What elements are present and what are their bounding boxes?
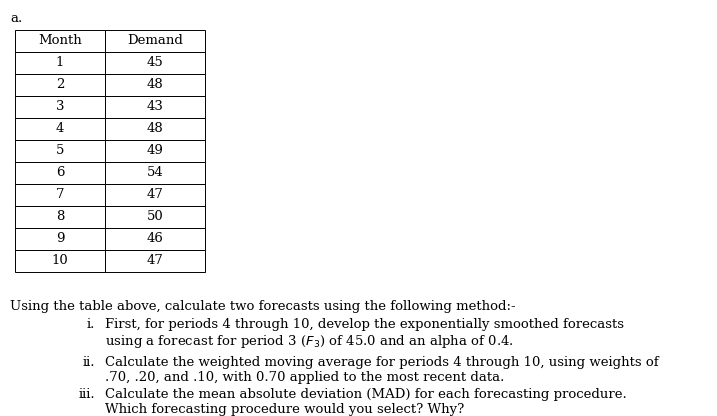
- Text: 10: 10: [52, 255, 68, 267]
- Text: 43: 43: [146, 101, 163, 114]
- Text: 48: 48: [146, 79, 163, 92]
- Text: i.: i.: [87, 318, 95, 331]
- Text: Which forecasting procedure would you select? Why?: Which forecasting procedure would you se…: [105, 403, 464, 416]
- Text: a.: a.: [10, 12, 22, 25]
- Text: 47: 47: [146, 188, 163, 201]
- Bar: [15, 74, 105, 96]
- Text: Calculate the mean absolute deviation (MAD) for each forecasting procedure.: Calculate the mean absolute deviation (M…: [105, 388, 627, 401]
- Text: 54: 54: [146, 166, 163, 179]
- Text: .70, .20, and .10, with 0.70 applied to the most recent data.: .70, .20, and .10, with 0.70 applied to …: [105, 371, 504, 384]
- Bar: [15, 206, 105, 228]
- Text: 6: 6: [56, 166, 65, 179]
- Bar: [105, 52, 205, 74]
- Text: 46: 46: [146, 233, 163, 245]
- Bar: [15, 228, 105, 250]
- Text: 49: 49: [146, 144, 163, 158]
- Bar: [105, 162, 205, 184]
- Text: Month: Month: [38, 35, 82, 47]
- Bar: [105, 96, 205, 118]
- Text: 47: 47: [146, 255, 163, 267]
- Text: using a forecast for period 3 ($F_3$) of 45.0 and an alpha of 0.4.: using a forecast for period 3 ($F_3$) of…: [105, 333, 513, 350]
- Text: 9: 9: [56, 233, 65, 245]
- Text: 50: 50: [146, 210, 163, 223]
- Bar: [15, 118, 105, 140]
- Text: Calculate the weighted moving average for periods 4 through 10, using weights of: Calculate the weighted moving average fo…: [105, 356, 659, 369]
- Bar: [105, 74, 205, 96]
- Bar: [105, 250, 205, 272]
- Bar: [15, 184, 105, 206]
- Bar: [15, 162, 105, 184]
- Text: 8: 8: [56, 210, 65, 223]
- Bar: [15, 30, 105, 52]
- Text: 1: 1: [56, 57, 65, 69]
- Bar: [15, 140, 105, 162]
- Bar: [15, 250, 105, 272]
- Bar: [105, 140, 205, 162]
- Bar: [105, 118, 205, 140]
- Text: iii.: iii.: [78, 388, 95, 401]
- Text: 4: 4: [56, 122, 65, 136]
- Bar: [105, 30, 205, 52]
- Text: First, for periods 4 through 10, develop the exponentially smoothed forecasts: First, for periods 4 through 10, develop…: [105, 318, 624, 331]
- Bar: [15, 96, 105, 118]
- Bar: [105, 206, 205, 228]
- Text: 2: 2: [56, 79, 65, 92]
- Text: 5: 5: [56, 144, 65, 158]
- Text: 48: 48: [146, 122, 163, 136]
- Bar: [105, 184, 205, 206]
- Text: 3: 3: [56, 101, 65, 114]
- Text: 7: 7: [56, 188, 65, 201]
- Text: ii.: ii.: [82, 356, 95, 369]
- Text: Demand: Demand: [127, 35, 183, 47]
- Bar: [15, 52, 105, 74]
- Text: 45: 45: [146, 57, 163, 69]
- Bar: [105, 228, 205, 250]
- Text: Using the table above, calculate two forecasts using the following method:-: Using the table above, calculate two for…: [10, 300, 516, 313]
